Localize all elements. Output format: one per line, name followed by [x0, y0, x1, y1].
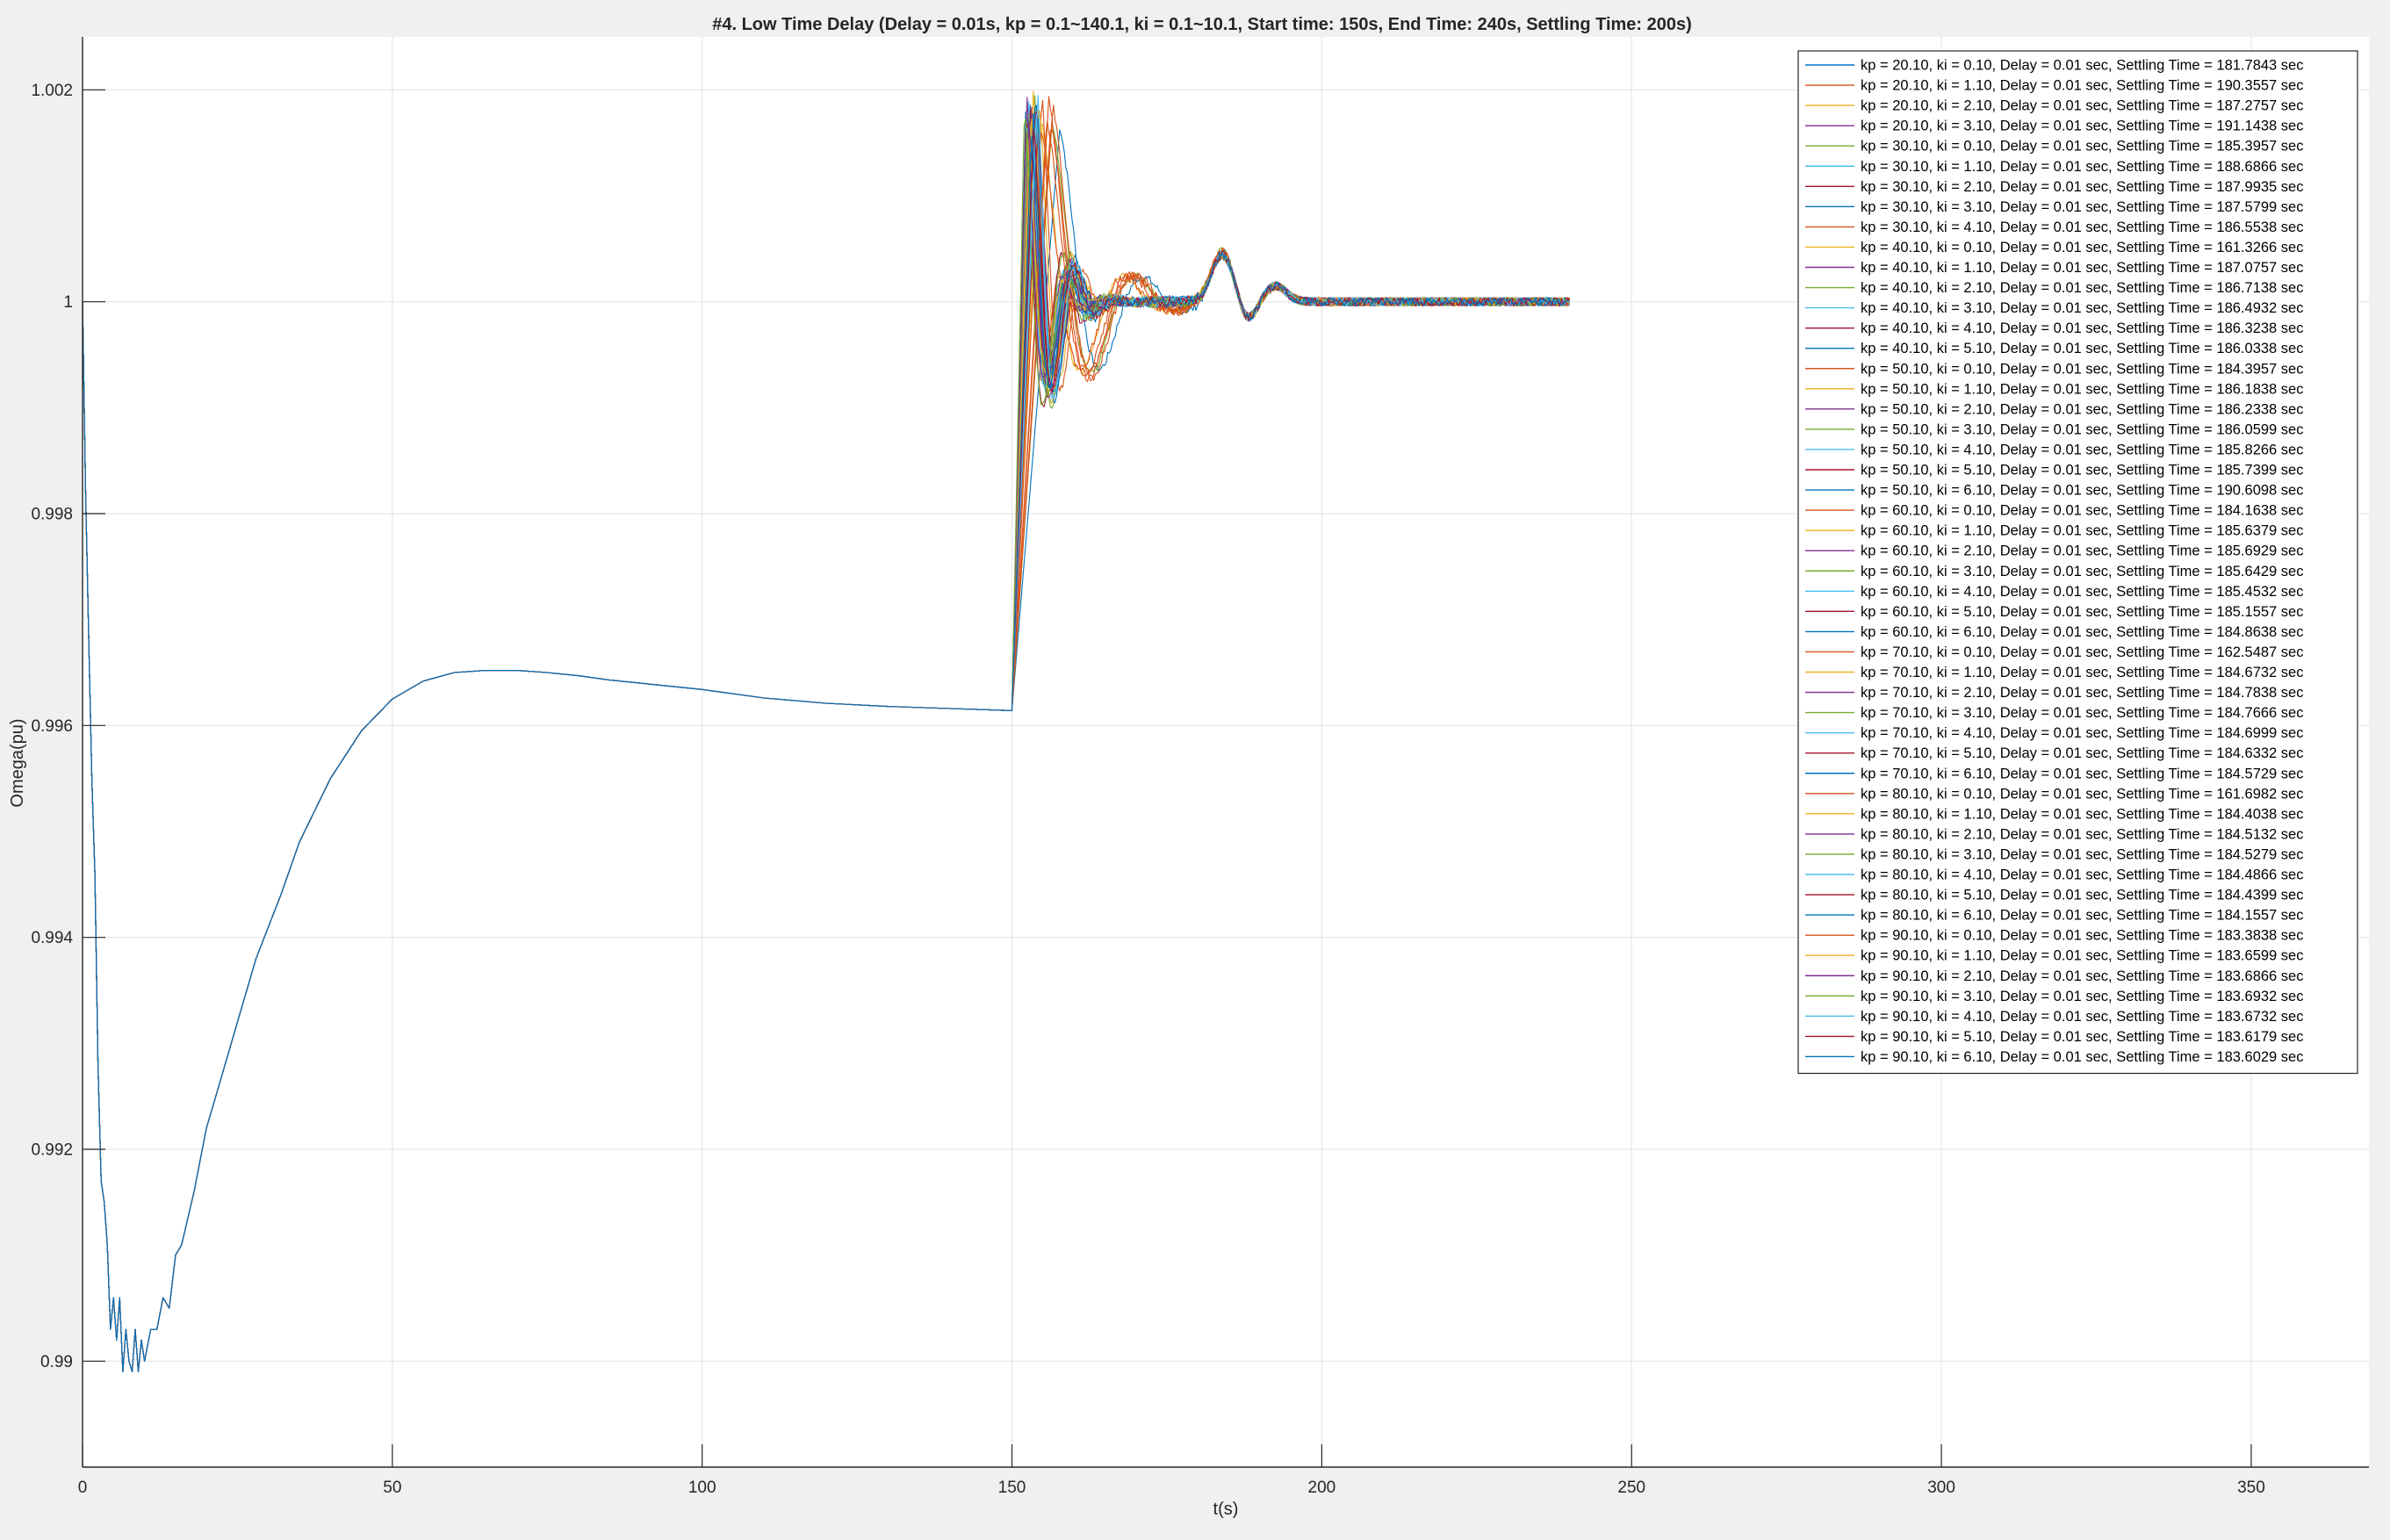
legend-entry: kp = 60.10, ki = 6.10, Delay = 0.01 sec,…: [1861, 624, 2303, 640]
x-axis-label: t(s): [1213, 1500, 1239, 1519]
legend-entry: kp = 70.10, ki = 3.10, Delay = 0.01 sec,…: [1861, 705, 2303, 721]
tick-marks: [82, 89, 2252, 1467]
axes-frame: [82, 37, 2369, 1468]
y-tick-labels: 0.99 0.992 0.994 0.996 0.998 1 1.002: [31, 82, 73, 1371]
legend-entry: kp = 80.10, ki = 3.10, Delay = 0.01 sec,…: [1861, 846, 2303, 862]
legend-entry: kp = 70.10, ki = 5.10, Delay = 0.01 sec,…: [1861, 745, 2303, 761]
legend-entry: kp = 50.10, ki = 6.10, Delay = 0.01 sec,…: [1861, 483, 2303, 499]
legend-entry: kp = 20.10, ki = 3.10, Delay = 0.01 sec,…: [1861, 119, 2303, 134]
legend-entry: kp = 50.10, ki = 5.10, Delay = 0.01 sec,…: [1861, 463, 2303, 479]
legend-entry: kp = 40.10, ki = 2.10, Delay = 0.01 sec,…: [1861, 280, 2303, 296]
x-tick-label: 300: [1927, 1479, 1955, 1497]
legend-entry: kp = 40.10, ki = 4.10, Delay = 0.01 sec,…: [1861, 320, 2303, 336]
legend-entry: kp = 90.10, ki = 3.10, Delay = 0.01 sec,…: [1861, 989, 2303, 1004]
legend-entry: kp = 40.10, ki = 0.10, Delay = 0.01 sec,…: [1861, 240, 2303, 255]
y-tick-label: 0.992: [31, 1141, 73, 1160]
legend-entry: kp = 80.10, ki = 5.10, Delay = 0.01 sec,…: [1861, 888, 2303, 903]
legend-entry: kp = 60.10, ki = 4.10, Delay = 0.01 sec,…: [1861, 584, 2303, 600]
x-tick-label: 250: [1617, 1479, 1645, 1497]
legend-entry: kp = 50.10, ki = 4.10, Delay = 0.01 sec,…: [1861, 442, 2303, 457]
series-line: [83, 136, 1570, 1372]
legend-entry: kp = 90.10, ki = 0.10, Delay = 0.01 sec,…: [1861, 928, 2303, 944]
legend-entry: kp = 60.10, ki = 0.10, Delay = 0.01 sec,…: [1861, 503, 2303, 519]
legend-entry: kp = 60.10, ki = 5.10, Delay = 0.01 sec,…: [1861, 604, 2303, 620]
legend-entry: kp = 80.10, ki = 6.10, Delay = 0.01 sec,…: [1861, 908, 2303, 924]
y-axis-label: Omega(pu): [8, 718, 27, 807]
legend-entry: kp = 60.10, ki = 2.10, Delay = 0.01 sec,…: [1861, 543, 2303, 559]
legend-entry: kp = 70.10, ki = 4.10, Delay = 0.01 sec,…: [1861, 725, 2303, 741]
legend-entry: kp = 80.10, ki = 0.10, Delay = 0.01 sec,…: [1861, 786, 2303, 802]
x-tick-label: 150: [998, 1479, 1026, 1497]
legend-entry: kp = 90.10, ki = 2.10, Delay = 0.01 sec,…: [1861, 968, 2303, 984]
legend-entry: kp = 60.10, ki = 1.10, Delay = 0.01 sec,…: [1861, 523, 2303, 539]
legend-entry: kp = 70.10, ki = 2.10, Delay = 0.01 sec,…: [1861, 685, 2303, 701]
x-tick-label: 200: [1308, 1479, 1336, 1497]
legend-entry: kp = 40.10, ki = 5.10, Delay = 0.01 sec,…: [1861, 341, 2303, 356]
legend-entry: kp = 30.10, ki = 3.10, Delay = 0.01 sec,…: [1861, 199, 2303, 215]
legend-entry: kp = 30.10, ki = 0.10, Delay = 0.01 sec,…: [1861, 139, 2303, 155]
legend-entry: kp = 40.10, ki = 3.10, Delay = 0.01 sec,…: [1861, 300, 2303, 316]
legend-entry: kp = 60.10, ki = 3.10, Delay = 0.01 sec,…: [1861, 564, 2303, 579]
legend-entry: kp = 50.10, ki = 0.10, Delay = 0.01 sec,…: [1861, 361, 2303, 377]
legend-entry: kp = 80.10, ki = 2.10, Delay = 0.01 sec,…: [1861, 826, 2303, 842]
legend-entry: kp = 50.10, ki = 1.10, Delay = 0.01 sec,…: [1861, 381, 2303, 397]
legend-entry: kp = 30.10, ki = 2.10, Delay = 0.01 sec,…: [1861, 179, 2303, 195]
x-tick-labels: 0 50 100 150 200 250 300 350: [78, 1479, 2265, 1497]
legend-entry: kp = 30.10, ki = 1.10, Delay = 0.01 sec,…: [1861, 159, 2303, 175]
legend-entry: kp = 90.10, ki = 4.10, Delay = 0.01 sec,…: [1861, 1009, 2303, 1025]
legend-entry: kp = 70.10, ki = 0.10, Delay = 0.01 sec,…: [1861, 644, 2303, 660]
legend-entry: kp = 90.10, ki = 1.10, Delay = 0.01 sec,…: [1861, 948, 2303, 964]
legend-entry: kp = 20.10, ki = 0.10, Delay = 0.01 sec,…: [1861, 58, 2303, 74]
x-tick-label: 0: [78, 1479, 88, 1497]
y-tick-label: 0.996: [31, 717, 73, 736]
y-tick-label: 0.99: [40, 1353, 73, 1371]
legend-entry: kp = 50.10, ki = 3.10, Delay = 0.01 sec,…: [1861, 421, 2303, 437]
legend-entry: kp = 70.10, ki = 6.10, Delay = 0.01 sec,…: [1861, 766, 2303, 781]
legend-entry: kp = 50.10, ki = 2.10, Delay = 0.01 sec,…: [1861, 401, 2303, 417]
x-tick-label: 350: [2237, 1479, 2265, 1497]
y-tick-label: 0.998: [31, 506, 73, 524]
legend-entry: kp = 40.10, ki = 1.10, Delay = 0.01 sec,…: [1861, 260, 2303, 276]
legend-box: [1797, 50, 2358, 1075]
legend: kp = 20.10, ki = 0.10, Delay = 0.01 sec,…: [1797, 50, 2358, 1075]
series-lines: [83, 90, 1570, 1372]
legend-entry: kp = 90.10, ki = 5.10, Delay = 0.01 sec,…: [1861, 1029, 2303, 1045]
y-tick-label: 0.994: [31, 929, 73, 947]
legend-entry: kp = 90.10, ki = 6.10, Delay = 0.01 sec,…: [1861, 1049, 2303, 1065]
legend-entry: kp = 80.10, ki = 1.10, Delay = 0.01 sec,…: [1861, 806, 2303, 822]
legend-entry: kp = 30.10, ki = 4.10, Delay = 0.01 sec,…: [1861, 219, 2303, 235]
x-tick-label: 100: [688, 1479, 716, 1497]
legend-entry: kp = 20.10, ki = 1.10, Delay = 0.01 sec,…: [1861, 78, 2303, 94]
x-tick-label: 50: [383, 1479, 401, 1497]
legend-entry: kp = 70.10, ki = 1.10, Delay = 0.01 sec,…: [1861, 665, 2303, 680]
legend-entry: kp = 80.10, ki = 4.10, Delay = 0.01 sec,…: [1861, 867, 2303, 883]
chart-title: #4. Low Time Delay (Delay = 0.01s, kp = …: [712, 15, 1692, 34]
y-tick-label: 1.002: [31, 82, 73, 100]
legend-entry: kp = 20.10, ki = 2.10, Delay = 0.01 sec,…: [1861, 98, 2303, 114]
y-tick-label: 1: [63, 293, 73, 312]
